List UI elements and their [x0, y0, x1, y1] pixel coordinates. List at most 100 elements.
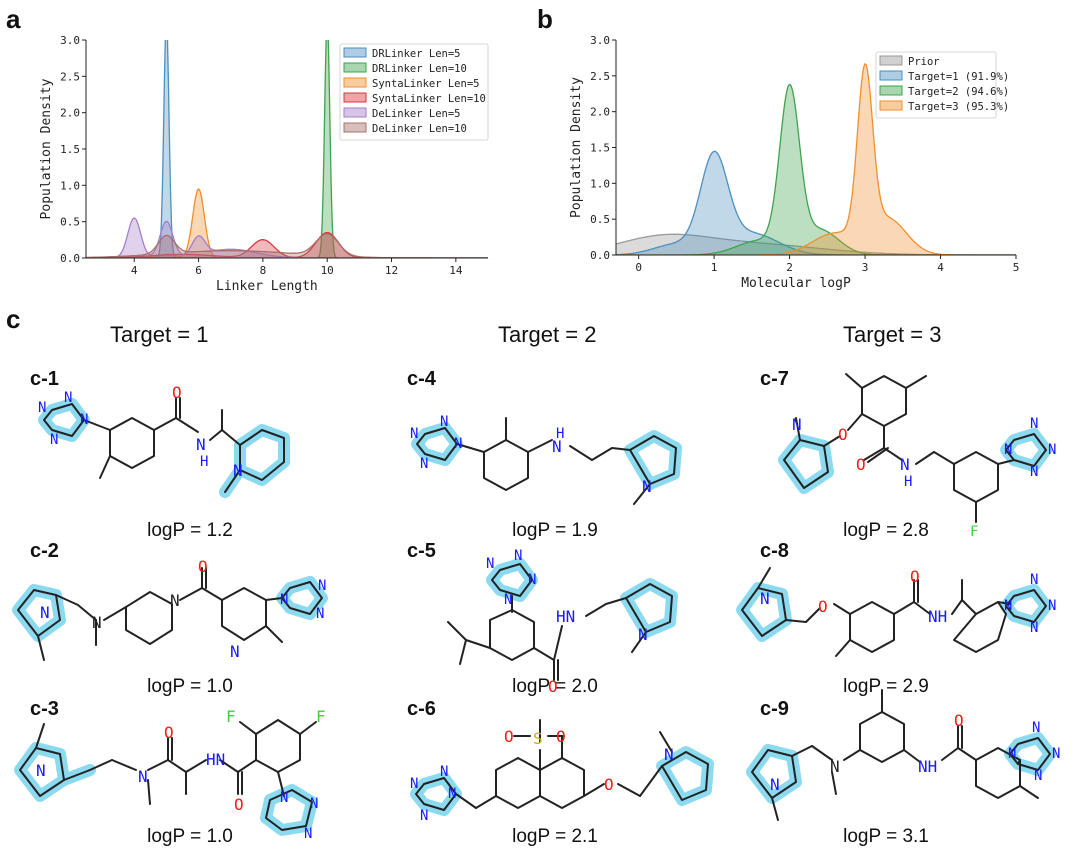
- atom-label: O: [856, 455, 866, 474]
- atom-label: N: [830, 757, 840, 776]
- atom-label: N: [552, 437, 562, 456]
- atom-label: F: [226, 707, 236, 726]
- atom-label: N: [316, 606, 324, 622]
- atom-label: N: [1052, 746, 1060, 762]
- atom-label: N: [410, 776, 418, 792]
- x-tick-label: 4: [937, 261, 944, 274]
- logp-c2: logP = 1.0: [147, 676, 233, 697]
- atom-label: N: [196, 435, 206, 454]
- molecule-label-c6: c-6: [407, 698, 436, 720]
- legend-swatch: [879, 70, 903, 81]
- legend: DRLinker Len=5 DRLinker Len=10 SyntaLinker…: [339, 43, 489, 141]
- atom-label: N: [486, 556, 494, 572]
- legend-entry: Target=2 (94.6%): [908, 86, 1009, 98]
- atom-label: N: [280, 592, 288, 608]
- x-tick-label: 4: [131, 264, 138, 277]
- legend-swatch: [343, 47, 367, 58]
- atom-label: O: [838, 425, 848, 444]
- atom-label: N: [1048, 598, 1056, 614]
- panel-label-b: b: [537, 4, 553, 34]
- atom-label: NH: [918, 757, 937, 776]
- atom-label: N: [1048, 442, 1056, 458]
- series-line-2: [86, 188, 488, 258]
- molecule-label-c1: c-1: [30, 368, 59, 390]
- logp-c9: logP = 3.1: [843, 826, 929, 847]
- legend-entry: SyntaLinker Len=10: [372, 93, 486, 105]
- atom-label: N: [514, 548, 522, 564]
- legend-swatch: [343, 62, 367, 73]
- axes: 4 6 8 10 12 14 0.0 0.5 1.0 1.5 2.0 2.5 3.0 Linker Len…: [39, 34, 488, 294]
- y-tick-label: 2.0: [590, 106, 610, 119]
- logp-c8: logP = 2.9: [843, 676, 929, 697]
- y-tick-label: 2.5: [60, 70, 80, 83]
- molecule-label-c5: c-5: [407, 540, 436, 562]
- atom-label: O: [198, 557, 208, 576]
- panel-label-c: c: [6, 304, 21, 334]
- legend-entry: DRLinker Len=5: [372, 48, 461, 60]
- atom-label: N: [1030, 416, 1038, 432]
- atom-label: N: [64, 390, 72, 406]
- atom-label: N: [642, 477, 652, 496]
- y-tick-label: 2.5: [590, 70, 610, 83]
- molecule-label-c9: c-9: [760, 698, 789, 720]
- legend-entry: Target=3 (95.3%): [908, 101, 1009, 113]
- molecule-c9: N N NH O N N N N: [746, 689, 1060, 821]
- logp-c7: logP = 2.8: [843, 520, 929, 541]
- x-tick-label: 3: [862, 261, 869, 274]
- legend-swatch: [879, 85, 903, 96]
- logp-density-chart: 0 1 2 3 4 5 0.0 0.5 1.0 1.5 2.0 2.5 3.0 Molecular log…: [569, 34, 1019, 291]
- atom-label: N: [50, 432, 58, 448]
- legend-entry: DRLinker Len=10: [372, 63, 467, 75]
- atom-label: N: [318, 578, 326, 594]
- atom-label: HN: [556, 607, 575, 626]
- atom-label: N: [138, 767, 148, 786]
- atom-label: N: [1030, 464, 1038, 480]
- legend-swatch: [879, 100, 903, 111]
- atom-label: H: [904, 474, 912, 490]
- atom-label: N: [760, 589, 770, 608]
- atom-label: N: [40, 603, 50, 622]
- atom-label: N: [770, 775, 780, 794]
- y-tick-label: 1.0: [60, 179, 80, 192]
- atom-label: NH: [928, 607, 947, 626]
- series-area-1: [616, 151, 1016, 255]
- atom-label: N: [233, 461, 243, 480]
- legend-entry: DeLinker Len=5: [372, 108, 461, 120]
- x-axis-label: Molecular logP: [741, 276, 851, 291]
- atom-label: N: [448, 786, 456, 802]
- atom-label: N: [92, 613, 102, 632]
- x-tick-label: 12: [385, 264, 398, 277]
- legend: Prior Target=1 (91.9%) Target=2 (94.6%) Tar…: [875, 51, 1009, 119]
- y-tick-label: 0.0: [590, 249, 610, 262]
- atom-label: O: [954, 711, 964, 730]
- atom-label: N: [1008, 746, 1016, 762]
- series-line-4: [86, 217, 488, 258]
- atom-label: O: [604, 775, 614, 794]
- x-tick-label: 5: [1013, 261, 1020, 274]
- x-tick-label: 8: [260, 264, 267, 277]
- atom-label: N: [792, 415, 802, 434]
- legend-swatch: [343, 122, 367, 133]
- atom-label: N: [504, 592, 512, 608]
- atom-label: O: [548, 677, 558, 696]
- molecule-c2: O N N N N N N N: [12, 557, 328, 661]
- logp-c5: logP = 2.0: [512, 676, 598, 697]
- molecule-label-c2: c-2: [30, 540, 59, 562]
- atom-label: O: [164, 723, 174, 742]
- x-tick-label: 2: [786, 261, 793, 274]
- atom-label: S: [533, 729, 543, 748]
- y-tick-label: 0.0: [60, 252, 80, 265]
- legend-swatch: [343, 92, 367, 103]
- molecule-c7: O O N H N F N N N N: [778, 373, 1056, 540]
- molecule-label-c4: c-4: [407, 368, 436, 390]
- y-tick-label: 3.0: [590, 34, 610, 47]
- y-tick-label: 2.0: [60, 107, 80, 120]
- atom-label: N: [1030, 620, 1038, 636]
- atom-label: N: [900, 455, 910, 474]
- axes: 0 1 2 3 4 5 0.0 0.5 1.0 1.5 2.0 2.5 3.0 Molecular log…: [569, 34, 1019, 291]
- atom-label: N: [420, 808, 428, 824]
- atom-label: N: [440, 414, 448, 430]
- atom-label: N: [454, 436, 462, 452]
- target-1-header: Target = 1: [110, 322, 209, 347]
